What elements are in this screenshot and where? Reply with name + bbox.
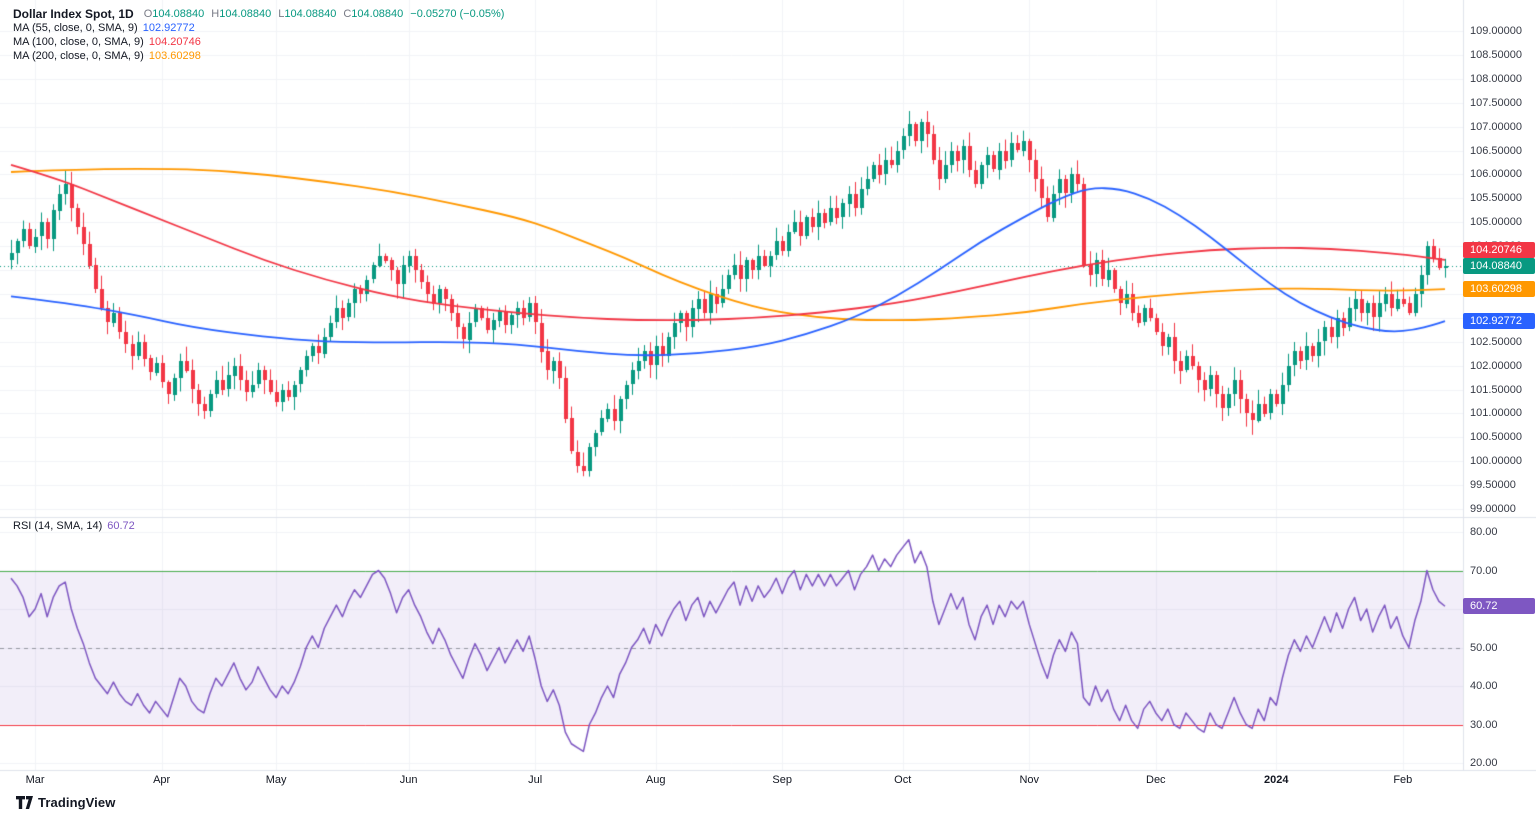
ma55-value: 102.92772 bbox=[142, 22, 195, 34]
price-axis[interactable]: 109.00000 108.50000 108.00000 107.50000 107.… bbox=[1463, 0, 1536, 790]
price-axis-label: 106.50000 bbox=[1470, 144, 1522, 157]
rsi-label: RSI (14, SMA, 14) bbox=[13, 520, 103, 532]
ma200-legend-row[interactable]: MA (200, close, 0, SMA, 9) 103.60298 bbox=[13, 49, 504, 63]
rsi-axis-label: 40.00 bbox=[1470, 680, 1498, 692]
change-value: −0.05270 (−0.05%) bbox=[410, 8, 505, 20]
time-axis-label: 2024 bbox=[1264, 774, 1289, 786]
ohlc-high-value: 104.08840 bbox=[219, 8, 272, 20]
price-axis-label: 107.00000 bbox=[1470, 120, 1522, 133]
time-axis-label: Dec bbox=[1146, 774, 1166, 786]
price-axis-label: 106.00000 bbox=[1470, 168, 1522, 181]
axis-price-tag: 102.92772 bbox=[1463, 313, 1535, 330]
time-axis-label: Apr bbox=[153, 774, 171, 786]
tradingview-logo[interactable]: TradingView bbox=[16, 795, 115, 810]
price-axis-label: 109.00000 bbox=[1470, 25, 1522, 37]
time-axis-label: Feb bbox=[1393, 774, 1413, 786]
time-axis[interactable]: Mar Apr May Jun Jul Aug Sep Oct Nov Dec 2024 Feb bbox=[0, 774, 1536, 792]
time-axis-label: Jul bbox=[528, 774, 543, 786]
price-axis-label: 105.00000 bbox=[1470, 216, 1522, 229]
rsi-axis-label: 30.00 bbox=[1470, 718, 1498, 731]
price-axis-label: 100.00000 bbox=[1470, 455, 1522, 468]
rsi-axis-label: 50.00 bbox=[1470, 641, 1498, 654]
price-axis-label: 108.50000 bbox=[1470, 48, 1522, 61]
rsi-value: 60.72 bbox=[107, 520, 135, 532]
tradingview-logo-text: TradingView bbox=[38, 795, 116, 810]
axis-price-tag: 103.60298 bbox=[1463, 280, 1535, 297]
ohlc-open: O104.08840 bbox=[143, 8, 205, 20]
ma200-value: 103.60298 bbox=[148, 50, 201, 62]
price-axis-label: 100.50000 bbox=[1470, 431, 1522, 444]
time-axis-label: Sep bbox=[772, 774, 793, 786]
time-axis-label: Mar bbox=[25, 774, 45, 786]
price-axis-label: 102.00000 bbox=[1470, 359, 1522, 372]
time-axis-label: Nov bbox=[1019, 774, 1040, 786]
price-axis-label: 107.50000 bbox=[1470, 96, 1522, 109]
rsi-legend-row[interactable]: RSI (14, SMA, 14) 60.72 bbox=[13, 519, 135, 533]
symbol-title[interactable]: Dollar Index Spot, 1D bbox=[13, 7, 134, 21]
price-axis-label: 102.50000 bbox=[1470, 335, 1522, 348]
ma55-legend-row[interactable]: MA (55, close, 0, SMA, 9) 102.92772 bbox=[13, 21, 504, 35]
time-axis-label: Oct bbox=[894, 774, 912, 786]
price-axis-label: 105.50000 bbox=[1470, 192, 1522, 205]
price-axis-label: 99.50000 bbox=[1470, 479, 1516, 492]
price-axis-label: 101.50000 bbox=[1470, 383, 1522, 396]
ma55-label: MA (55, close, 0, SMA, 9) bbox=[13, 22, 138, 34]
time-axis-label: May bbox=[265, 774, 287, 786]
axis-price-tag: 60.72 bbox=[1463, 598, 1535, 615]
ohlc-close-value: 104.08840 bbox=[351, 8, 404, 20]
axis-price-tag: 104.20746 bbox=[1463, 241, 1535, 258]
ohlc-open-value: 104.08840 bbox=[152, 8, 205, 20]
ma100-legend-row[interactable]: MA (100, close, 0, SMA, 9) 104.20746 bbox=[13, 35, 504, 49]
ohlc-low-value: 104.08840 bbox=[284, 8, 337, 20]
time-axis-label: Jun bbox=[399, 774, 418, 786]
rsi-axis-label: 20.00 bbox=[1470, 757, 1498, 769]
rsi-axis-label: 70.00 bbox=[1470, 564, 1498, 577]
price-axis-label: 99.00000 bbox=[1470, 503, 1516, 515]
ma200-label: MA (200, close, 0, SMA, 9) bbox=[13, 50, 144, 62]
ohlc-close: C104.08840 bbox=[343, 8, 404, 20]
price-axis-label: 101.00000 bbox=[1470, 407, 1522, 420]
tradingview-logo-icon bbox=[16, 796, 33, 809]
ma100-label: MA (100, close, 0, SMA, 9) bbox=[13, 36, 144, 48]
ohlc-high: H104.08840 bbox=[211, 8, 272, 20]
main-legend: Dollar Index Spot, 1D O104.08840 H104.08… bbox=[13, 7, 504, 63]
ma100-value: 104.20746 bbox=[148, 36, 201, 48]
axis-price-tag: 104.08840 bbox=[1463, 257, 1535, 274]
time-axis-label: Aug bbox=[645, 774, 666, 786]
ohlc-low: L104.08840 bbox=[278, 8, 337, 20]
symbol-legend-row: Dollar Index Spot, 1D O104.08840 H104.08… bbox=[13, 7, 504, 21]
price-axis-label: 108.00000 bbox=[1470, 72, 1522, 85]
rsi-axis-label: 80.00 bbox=[1470, 526, 1498, 538]
